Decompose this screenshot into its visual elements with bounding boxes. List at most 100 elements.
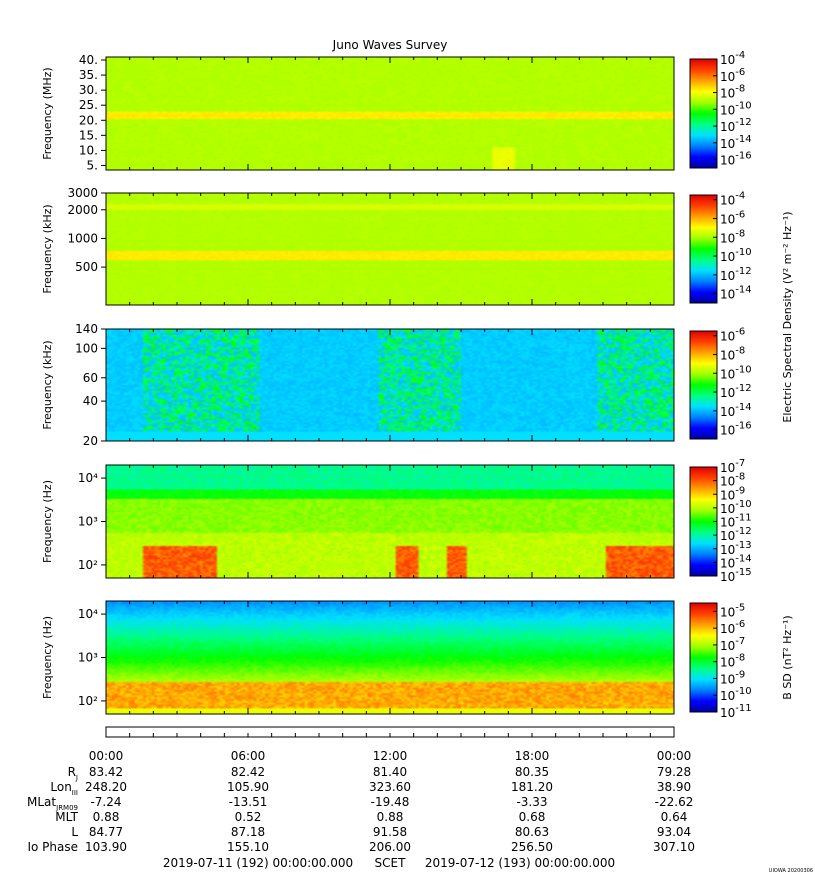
ephemeris-table: RJ 83.42 82.42 81.40 80.35 79.28 LonIII 248.20 1…: [27, 765, 695, 854]
y-tick-label: 35.: [79, 68, 98, 82]
colorbar-tick-base: 10: [720, 556, 735, 570]
colorbar-tick-label: 10-11: [720, 513, 752, 530]
colorbar-tick-base: 10: [720, 53, 735, 67]
ephemeris-label-subscript: J: [75, 774, 78, 782]
colorbar-tick-label: 10-8: [720, 472, 745, 489]
ephemeris-value: -19.48: [371, 795, 410, 809]
colorbar-tick-exponent: -8: [735, 228, 745, 239]
colorbar-tick-exponent: -6: [735, 327, 745, 338]
y-tick-label: 15.: [79, 128, 98, 142]
ephemeris-value: 0.64: [661, 810, 688, 824]
y-tick-label: 10⁴: [78, 607, 98, 621]
ephemeris-value: 38.90: [657, 780, 691, 794]
colorbar-tick-base: 10: [720, 622, 735, 636]
colorbar-tick-base: 10: [720, 70, 735, 84]
colorbar-tick-label: 10-8: [720, 228, 745, 245]
colorbar-tick-label: 10-16: [720, 421, 752, 438]
colorbar-tick-label: 10-11: [720, 703, 752, 720]
colorbar-tick-exponent: -6: [735, 209, 745, 220]
ephemeris-label-text: MLT: [55, 810, 78, 824]
colorbar-tick-exponent: -4: [735, 191, 745, 202]
colorbar-tick-exponent: -16: [735, 151, 751, 162]
ephemeris-value: 0.88: [377, 810, 404, 824]
colorbar-tick-label: 10-4: [720, 50, 745, 67]
colorbar-tick-label: 10-12: [720, 526, 752, 543]
time-tick-label: 06:00: [231, 749, 266, 763]
colorbar-tick-base: 10: [720, 529, 735, 543]
y-tick-label: 30.: [79, 83, 98, 97]
colorbar-tick-label: 10-10: [720, 686, 752, 703]
ephemeris-row-label: RJ: [68, 765, 78, 782]
ephemeris-value: 80.63: [515, 825, 549, 839]
colorbar-tick-exponent: -10: [735, 100, 751, 111]
colorbar-tick-exponent: -13: [735, 540, 751, 551]
credit-label: UIOWA 20200306: [769, 868, 813, 874]
colorbar-tick-label: 10-13: [720, 540, 752, 557]
y-axis-label: Frequency (kHz): [41, 204, 54, 293]
colorbar-tick-exponent: -14: [735, 285, 751, 296]
colorbar-tick-base: 10: [720, 154, 735, 168]
ephemeris-value: 105.90: [227, 780, 269, 794]
colorbar-tick-exponent: -12: [735, 266, 751, 277]
colorbar-tick-base: 10: [720, 488, 735, 502]
y-tick-label: 10.: [79, 143, 98, 157]
colorbar-tick-exponent: -7: [735, 458, 745, 469]
colorbar-5: [689, 602, 718, 713]
colorbar-tick-base: 10: [720, 639, 735, 653]
ephemeris-value: 83.42: [89, 765, 123, 779]
y-tick-label: 40: [83, 394, 98, 408]
colorbar-tick-exponent: -14: [735, 134, 751, 145]
colorbar-tick-exponent: -11: [735, 513, 751, 524]
colorbar-tick-label: 10-6: [720, 619, 745, 636]
spectrogram-panels: 40.35.30.25.20.15.10.5. Frequency (MHz) 10…: [41, 50, 794, 720]
y-tick-label: 10²: [78, 558, 98, 572]
y-tick-label: 2000: [67, 203, 98, 217]
colorbar-tick-exponent: -6: [735, 67, 745, 78]
colorbar-tick-base: 10: [720, 405, 735, 419]
colorbar-tick-label: 10-12: [720, 117, 752, 134]
start-time-label: 2019-07-11 (192) 00:00:00.000: [163, 856, 353, 870]
y-tick-label: 100: [75, 341, 98, 355]
colorbar-tick-label: 10-9: [720, 669, 745, 686]
colorbar-tick-base: 10: [720, 424, 735, 438]
ephemeris-value: 307.10: [653, 840, 695, 854]
colorbar-tick-base: 10: [720, 502, 735, 516]
colorbar-tick-exponent: -9: [735, 669, 745, 680]
colorbar-tick-label: 10-14: [720, 134, 752, 151]
colorbar-tick-exponent: -7: [735, 636, 745, 647]
colorbar-tick-label: 10-6: [720, 327, 745, 344]
ephemeris-value: -7.24: [90, 795, 121, 809]
colorbar-tick-exponent: -6: [735, 619, 745, 630]
ephemeris-label-text: MLat: [27, 795, 56, 809]
colorbar-tick-base: 10: [720, 288, 735, 302]
y-tick-label: 10³: [78, 651, 98, 665]
colorbar-tick-base: 10: [720, 137, 735, 151]
colorbar-tick-exponent: -8: [735, 84, 745, 95]
time-tick-label: 12:00: [373, 749, 408, 763]
colorbar-tick-base: 10: [720, 120, 735, 134]
colorbar-tick-label: 10-8: [720, 345, 745, 362]
colorbar-tick-exponent: -10: [735, 247, 751, 258]
colorbar-tick-exponent: -15: [735, 567, 751, 578]
colorbar-tick-base: 10: [720, 475, 735, 489]
ephemeris-label-subscript: III: [72, 789, 78, 797]
colorbar-tick-exponent: -8: [735, 653, 745, 664]
colorbar-tick-label: 10-8: [720, 84, 745, 101]
colorbar-tick-base: 10: [720, 706, 735, 720]
ephemeris-label-text: Lon: [50, 780, 71, 794]
y-axis-label: Frequency (kHz): [41, 340, 54, 429]
ephemeris-value: 93.04: [657, 825, 691, 839]
colorbar-tick-base: 10: [720, 367, 735, 381]
end-time-label: 2019-07-12 (193) 00:00:00.000: [425, 856, 615, 870]
time-axis-strip: 00:00 06:00 12:00 18:00 00:00: [89, 726, 691, 763]
colorbar-tick-base: 10: [720, 87, 735, 101]
ephemeris-value: 87.18: [231, 825, 265, 839]
y-tick-label: 500: [75, 260, 98, 274]
ephemeris-value: 248.20: [85, 780, 127, 794]
colorbar-tick-label: 10-10: [720, 499, 752, 516]
ephemeris-row-label: LonIII: [50, 780, 78, 797]
ephemeris-value: 181.20: [511, 780, 553, 794]
ephemeris-value: 91.58: [373, 825, 407, 839]
y-tick-label: 10⁴: [78, 471, 98, 485]
ephemeris-value: 81.40: [373, 765, 407, 779]
